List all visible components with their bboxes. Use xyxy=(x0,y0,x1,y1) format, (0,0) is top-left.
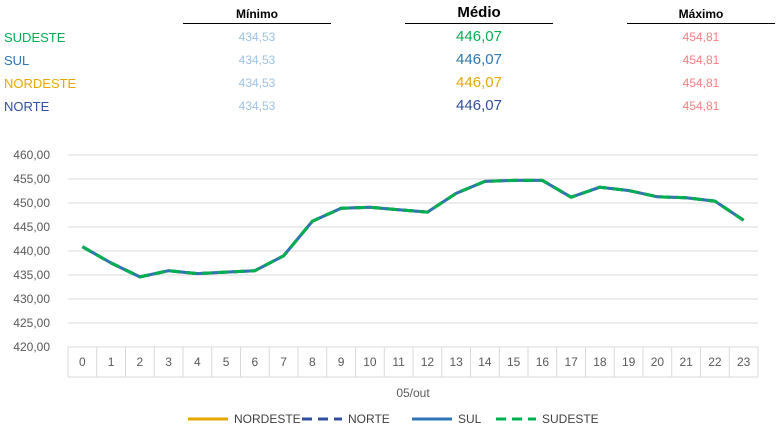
max-value: 454,81 xyxy=(682,30,720,44)
x-tick-label: 1 xyxy=(108,355,115,369)
line-chart: 420,00 425,00 430,00 435,00 440,00 445,00 450,… xyxy=(13,148,759,400)
chart-legend: NORDESTE NORTE SUL SUDESTE xyxy=(0,412,778,432)
y-tick-label: 445,00 xyxy=(13,220,50,234)
legend-item: NORDESTE xyxy=(186,412,301,426)
x-tick-label: 16 xyxy=(536,355,550,369)
legend-item: SUDESTE xyxy=(494,412,599,426)
max-value: 454,81 xyxy=(682,53,720,67)
med-value: 446,07 xyxy=(456,97,502,114)
med-value: 446,07 xyxy=(456,28,502,45)
y-tick-label: 455,00 xyxy=(13,172,50,186)
x-tick-label: 15 xyxy=(507,355,521,369)
header-medio: Médio xyxy=(405,4,553,24)
y-tick-label: 430,00 xyxy=(13,292,50,306)
min-value: 434,53 xyxy=(238,53,276,67)
x-tick-label: 21 xyxy=(679,355,693,369)
x-tick-label: 14 xyxy=(478,355,492,369)
x-tick-label: 17 xyxy=(564,355,578,369)
x-tick-label: 12 xyxy=(421,355,435,369)
x-tick-label: 19 xyxy=(622,355,636,369)
y-tick-label: 440,00 xyxy=(13,244,50,258)
y-tick-label: 460,00 xyxy=(13,148,50,162)
x-tick-label: 13 xyxy=(449,355,463,369)
legend-label: SUDESTE xyxy=(542,412,599,426)
y-tick-label: 435,00 xyxy=(13,268,50,282)
x-tick-label: 4 xyxy=(194,355,201,369)
legend-item: SUL xyxy=(410,412,481,426)
x-tick-label: 3 xyxy=(165,355,172,369)
series-line-sudeste xyxy=(81,178,745,279)
header-minimo: Mínimo xyxy=(183,7,331,24)
y-tick-label: 425,00 xyxy=(13,316,50,330)
header-maximo: Máximo xyxy=(627,7,775,24)
x-tick-label: 5 xyxy=(223,355,230,369)
x-tick-label: 2 xyxy=(137,355,144,369)
row-label: SUDESTE xyxy=(4,30,66,45)
y-tick-label: 450,00 xyxy=(13,196,50,210)
legend-label: NORDESTE xyxy=(234,412,301,426)
x-tick-label: 23 xyxy=(737,355,751,369)
x-tick-label: 7 xyxy=(280,355,287,369)
legend-label: NORTE xyxy=(348,412,390,426)
med-value: 446,07 xyxy=(456,51,502,68)
legend-label: SUL xyxy=(458,412,482,426)
y-tick-label: 420,00 xyxy=(13,340,50,354)
x-tick-label: 11 xyxy=(392,355,405,369)
legend-swatch xyxy=(412,417,452,421)
row-label: NORTE xyxy=(4,99,50,114)
row-label: SUL xyxy=(4,53,30,68)
x-tick-label: 0 xyxy=(79,355,86,369)
x-axis-label: 05/out xyxy=(396,386,430,400)
med-value: 446,07 xyxy=(456,74,502,91)
x-tick-label: 9 xyxy=(338,355,345,369)
legend-item: NORTE xyxy=(300,412,390,426)
min-value: 434,53 xyxy=(238,30,276,44)
max-value: 454,81 xyxy=(682,99,720,113)
x-tick-label: 22 xyxy=(708,355,722,369)
legend-swatch xyxy=(302,417,342,421)
row-label: NORDESTE xyxy=(4,76,77,91)
x-tick-label: 6 xyxy=(252,355,259,369)
x-tick-label: 20 xyxy=(651,355,665,369)
x-tick-label: 10 xyxy=(363,355,377,369)
max-value: 454,81 xyxy=(682,76,720,90)
min-value: 434,53 xyxy=(238,76,276,90)
min-value: 434,53 xyxy=(238,99,276,113)
legend-swatch xyxy=(188,417,228,421)
x-tick-label: 18 xyxy=(593,355,607,369)
legend-swatch xyxy=(496,417,536,421)
x-tick-label: 8 xyxy=(309,355,316,369)
